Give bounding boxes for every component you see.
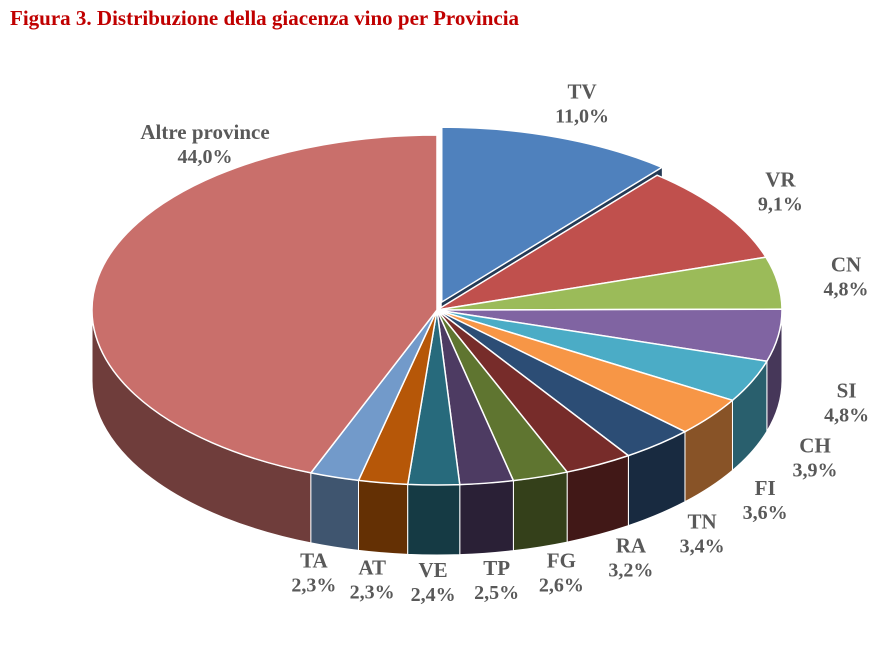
label-name-si: SI bbox=[837, 379, 857, 403]
label-value-at: 2,3% bbox=[350, 581, 395, 603]
label-name-vr: VR bbox=[765, 168, 796, 192]
label-value-tn: 3,4% bbox=[680, 535, 725, 557]
slice-vr bbox=[436, 174, 768, 311]
label-value-tp: 2,5% bbox=[474, 582, 519, 604]
slice-altre-province bbox=[91, 134, 438, 474]
label-value-vr: 9,1% bbox=[758, 194, 803, 216]
label-name-fg: FG bbox=[547, 548, 576, 572]
label-name-altre-province: Altre province bbox=[140, 120, 269, 144]
label-value-fg: 2,6% bbox=[539, 574, 584, 596]
label-value-ra: 3,2% bbox=[608, 560, 653, 582]
label-name-at: AT bbox=[358, 555, 386, 579]
label-name-ve: VE bbox=[419, 558, 448, 582]
label-name-tv: TV bbox=[568, 80, 597, 104]
label-value-ch: 3,9% bbox=[793, 460, 838, 482]
label-value-ve: 2,4% bbox=[411, 584, 456, 606]
slice-tv bbox=[440, 126, 664, 304]
label-value-ta: 2,3% bbox=[291, 575, 336, 597]
pie-labels: TV11,0%VR9,1%CN4,8%SI4,8%CH3,9%FI3,6%TN3… bbox=[140, 80, 869, 606]
chart-title: Figura 3. Distribuzione della giacenza v… bbox=[10, 6, 520, 30]
label-value-fi: 3,6% bbox=[743, 502, 788, 524]
label-name-ra: RA bbox=[616, 534, 647, 558]
label-name-tp: TP bbox=[483, 556, 510, 580]
pie-slices bbox=[91, 126, 783, 556]
label-value-si: 4,8% bbox=[824, 405, 869, 427]
label-name-ch: CH bbox=[799, 434, 831, 458]
label-name-tn: TN bbox=[688, 509, 717, 533]
label-name-cn: CN bbox=[831, 252, 861, 276]
label-name-ta: TA bbox=[300, 549, 328, 573]
label-value-altre-province: 44,0% bbox=[178, 146, 233, 168]
label-value-tv: 11,0% bbox=[555, 106, 609, 128]
label-name-fi: FI bbox=[755, 476, 776, 500]
label-value-cn: 4,8% bbox=[823, 278, 868, 300]
